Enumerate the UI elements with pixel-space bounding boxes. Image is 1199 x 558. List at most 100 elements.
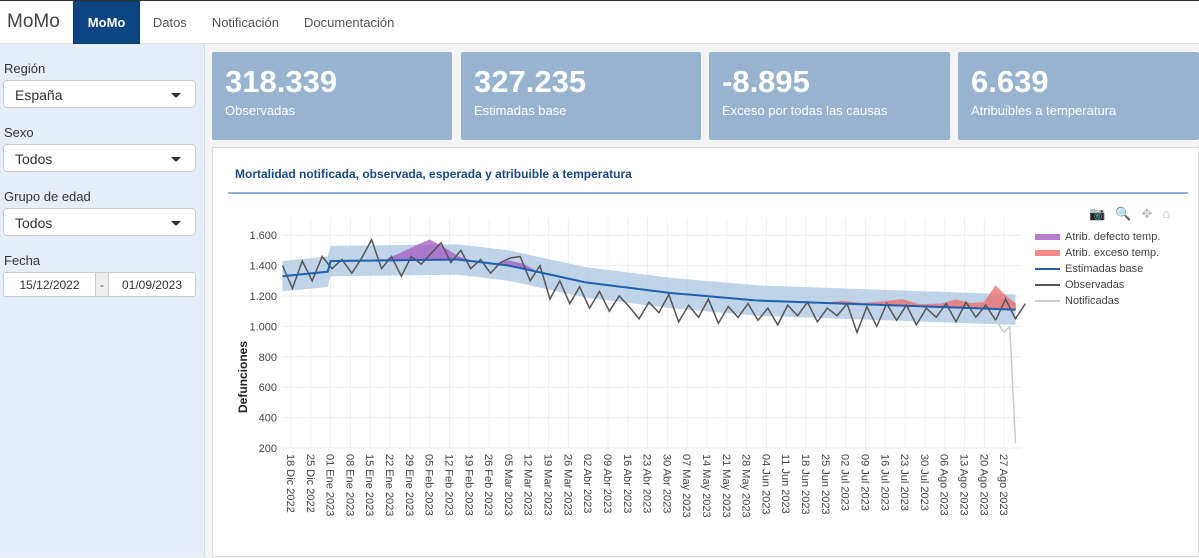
home-icon[interactable]: ⌂ xyxy=(1162,206,1171,221)
x-tick-label: 12 Mar 2023 xyxy=(522,454,534,516)
camera-icon[interactable]: 📷 xyxy=(1089,206,1106,221)
card-label: Exceso por todas las causas xyxy=(722,103,888,118)
x-tick-label: 09 Abr 2023 xyxy=(601,454,613,513)
x-tick-label: 11 Jun 2023 xyxy=(779,454,791,514)
legend-label: Notificadas xyxy=(1065,295,1120,307)
legend-swatch xyxy=(1035,284,1060,286)
legend-item-observed[interactable]: Observadas xyxy=(1035,277,1160,293)
notified-line xyxy=(995,319,1017,444)
edad-label: Grupo de edad xyxy=(4,189,91,204)
legend-swatch xyxy=(1035,268,1060,270)
y-tick-label: 800 xyxy=(259,352,277,364)
x-tick-label: 18 Jun 2023 xyxy=(799,454,811,515)
y-tick-label: 1.000 xyxy=(249,321,277,333)
legend-swatch xyxy=(1035,250,1060,256)
x-tick-label: 02 Abr 2023 xyxy=(581,454,593,513)
legend-item-notified[interactable]: Notificadas xyxy=(1035,293,1160,309)
x-tick-label: 21 May 2023 xyxy=(720,454,732,518)
x-tick-label: 19 Feb 2023 xyxy=(462,454,474,516)
card-value: -8.895 xyxy=(722,64,810,99)
sexo-value: Todos xyxy=(15,151,53,167)
x-tick-label: 08 Ene 2023 xyxy=(343,454,355,516)
edad-value: Todos xyxy=(15,215,53,231)
x-tick-label: 16 Jul 2023 xyxy=(878,454,890,511)
legend-item-base[interactable]: Estimadas base xyxy=(1035,261,1160,277)
chart-title: Mortalidad notificada, observada, espera… xyxy=(235,167,632,181)
y-tick-label: 200 xyxy=(259,443,277,455)
caret-down-icon xyxy=(171,93,181,98)
baseline-band xyxy=(282,244,1016,325)
modebar: 📷 🔍 ✥ ⌂ xyxy=(1089,206,1170,222)
card-label: Estimadas base xyxy=(474,103,567,118)
region-select[interactable]: España xyxy=(3,80,196,108)
baseline-line xyxy=(282,258,1016,311)
sexo-select[interactable]: Todos xyxy=(3,144,196,172)
legend-item-heat[interactable]: Atrib. exceso temp. xyxy=(1035,245,1160,261)
card-value: 318.339 xyxy=(225,64,338,99)
pan-icon[interactable]: ✥ xyxy=(1141,206,1153,221)
sexo-label: Sexo xyxy=(4,125,34,140)
y-tick-label: 600 xyxy=(259,382,277,394)
date-separator: - xyxy=(95,273,109,296)
legend-item-cold[interactable]: Atrib. defecto temp. xyxy=(1035,229,1160,245)
card-observadas: 318.339 Observadas xyxy=(212,52,452,140)
x-tick-label: 30 Abr 2023 xyxy=(660,454,672,513)
legend-label: Estimadas base xyxy=(1065,263,1144,275)
x-tick-label: 05 Mar 2023 xyxy=(502,454,514,516)
date-from-input[interactable]: 15/12/2022 xyxy=(19,277,80,292)
card-estimadas: 327.235 Estimadas base xyxy=(461,52,701,140)
sidebar: Región España Sexo Todos Grupo de edad T… xyxy=(0,44,205,557)
y-tick-label: 400 xyxy=(259,413,277,425)
x-tick-label: 26 Feb 2023 xyxy=(482,454,494,516)
chart-svg[interactable]: 200 400 600 800 1.000 1.200 1.400 1.600 18 Dic 2… xyxy=(213,148,1199,558)
caret-down-icon xyxy=(171,221,181,226)
date-to-input[interactable]: 01/09/2023 xyxy=(121,277,183,292)
x-tick-label: 06 Ago 2023 xyxy=(938,454,950,516)
x-tick-label: 14 May 2023 xyxy=(700,454,712,518)
legend-label: Atrib. exceso temp. xyxy=(1065,247,1160,259)
caret-down-icon xyxy=(171,157,181,162)
y-tick-label: 1.200 xyxy=(249,291,277,303)
legend-label: Atrib. defecto temp. xyxy=(1065,231,1161,243)
x-tick-label: 12 Feb 2023 xyxy=(442,454,454,516)
x-tick-label: 02 Jul 2023 xyxy=(839,454,851,511)
x-tick-label: 26 Mar 2023 xyxy=(561,454,573,516)
brand: MoMo xyxy=(7,11,60,32)
card-label: Atribuibles a temperatura xyxy=(971,103,1117,118)
title-underline xyxy=(228,192,1188,194)
x-tick-label: 16 Abr 2023 xyxy=(621,454,633,513)
x-tick-label: 09 Jul 2023 xyxy=(858,454,870,511)
date-range: 15/12/2022 - 01/09/2023 xyxy=(3,272,196,297)
navbar: MoMo MoMo Datos Notificación Documentaci… xyxy=(0,0,1199,44)
card-exceso: -8.895 Exceso por todas las causas xyxy=(709,52,950,140)
nav-tab-notificacion[interactable]: Notificación xyxy=(211,14,280,30)
observed-line xyxy=(281,237,1027,335)
x-tick-label: 15 Ene 2023 xyxy=(363,454,375,516)
x-tick-label: 23 Jul 2023 xyxy=(898,454,910,511)
y-tick-label: 1.400 xyxy=(249,261,277,273)
fecha-label: Fecha xyxy=(4,253,41,268)
y-tick-label: 1.600 xyxy=(249,230,277,242)
region-label: Región xyxy=(4,61,46,76)
x-tick-label: 07 May 2023 xyxy=(680,454,692,518)
x-tick-label: 25 Dic 2022 xyxy=(304,454,316,513)
x-tick-label: 20 Ago 2023 xyxy=(977,454,989,516)
y-axis-label: Defunciones xyxy=(236,340,251,414)
region-value: España xyxy=(15,87,63,103)
nav-tab-momo[interactable]: MoMo xyxy=(72,0,141,44)
card-label: Observadas xyxy=(225,103,296,118)
x-tick-label: 27 Ago 2023 xyxy=(997,454,1009,516)
x-tick-label: 19 Mar 2023 xyxy=(542,454,554,516)
x-tick-label: 13 Ago 2023 xyxy=(958,454,970,516)
nav-tab-documentacion[interactable]: Documentación xyxy=(304,14,395,30)
edad-select[interactable]: Todos xyxy=(3,208,196,236)
nav-tab-datos[interactable]: Datos xyxy=(152,14,187,30)
legend: Atrib. defecto temp. Atrib. exceso temp.… xyxy=(1035,229,1160,309)
x-tick-label: 05 Feb 2023 xyxy=(423,454,435,516)
zoom-icon[interactable]: 🔍 xyxy=(1115,206,1132,221)
x-tick-label: 01 Ene 2023 xyxy=(324,454,336,516)
card-atribuibles: 6.639 Atribuibles a temperatura xyxy=(958,52,1199,140)
card-value: 327.235 xyxy=(474,64,587,99)
x-tick-label: 25 Jun 2023 xyxy=(819,454,831,515)
x-tick-label: 29 Ene 2023 xyxy=(403,454,415,516)
